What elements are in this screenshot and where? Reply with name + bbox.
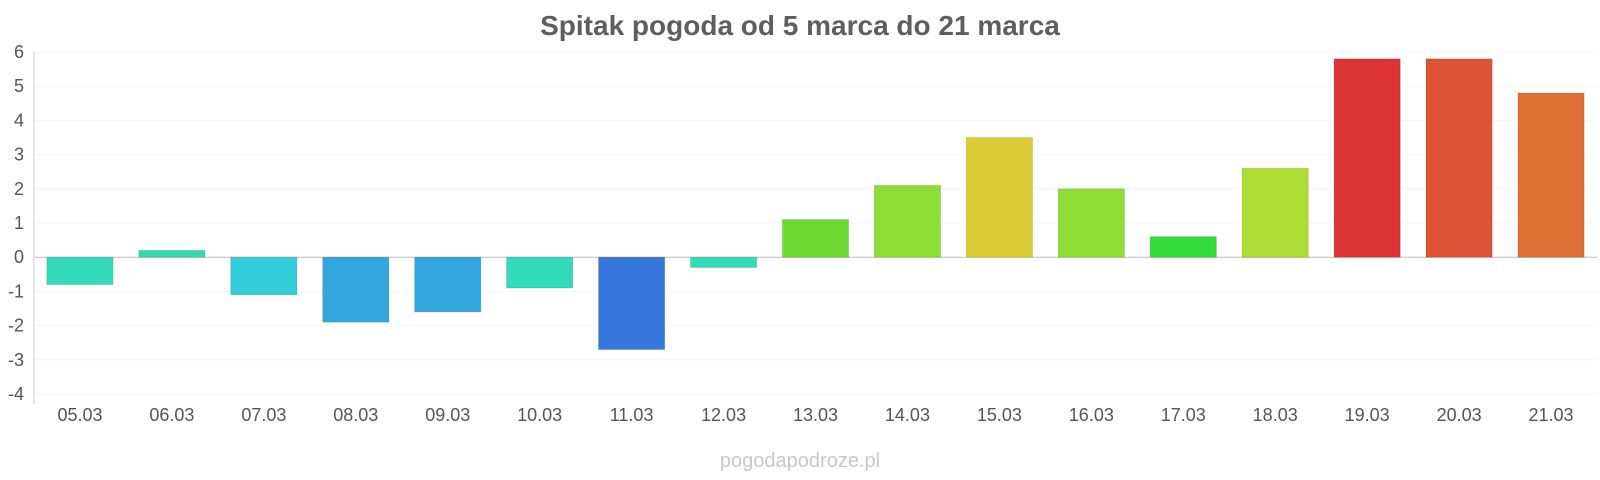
bar-07.03	[230, 256, 298, 296]
x-tick-label: 12.03	[701, 405, 746, 425]
bar-15.03	[965, 137, 1033, 258]
bar-17.03	[1149, 236, 1217, 258]
y-tick-label: 6	[14, 42, 24, 62]
x-tick-label: 08.03	[333, 405, 378, 425]
bar-09.03	[414, 256, 482, 313]
y-tick-label: 4	[14, 110, 24, 130]
bar-14.03	[873, 184, 942, 258]
x-tick-label: 20.03	[1437, 405, 1482, 425]
x-tick-label: 09.03	[425, 405, 470, 425]
x-tick-label: 21.03	[1529, 405, 1574, 425]
y-tick-label: 2	[14, 179, 24, 199]
x-tick-label: 11.03	[610, 405, 654, 425]
y-tick-label: -4	[8, 384, 24, 404]
y-tick-label: -2	[8, 316, 24, 336]
bar-12.03	[689, 256, 758, 268]
x-tick-label: 06.03	[149, 405, 194, 425]
bar-10.03	[506, 256, 574, 289]
y-tick-label: 1	[14, 213, 24, 233]
x-tick-label: 13.03	[793, 405, 838, 425]
bars	[46, 58, 1585, 351]
x-tick-label: 18.03	[1253, 405, 1298, 425]
x-tick-label: 05.03	[57, 405, 102, 425]
y-tick-label: 0	[14, 247, 24, 267]
x-tick-label: 19.03	[1345, 405, 1390, 425]
bar-06.03	[138, 249, 206, 258]
bar-20.03	[1425, 58, 1493, 258]
watermark: pogodapodroze.pl	[719, 450, 881, 472]
bar-08.03	[322, 256, 390, 323]
bar-13.03	[781, 219, 850, 258]
y-tick-label: -1	[8, 281, 24, 301]
bar-16.03	[1057, 188, 1125, 258]
y-tick-label: 5	[14, 76, 24, 96]
y-tick-label: -3	[8, 350, 24, 370]
bar-05.03	[46, 256, 114, 286]
bar-18.03	[1241, 167, 1309, 258]
bar-21.03	[1517, 92, 1585, 258]
chart-title: Spitak pogoda od 5 marca do 21 marca	[540, 10, 1060, 41]
x-tick-labels: 05.03 06.03 07.03 08.03 09.03 10.03 11.03 12.03…	[57, 405, 1573, 425]
x-tick-label: 15.03	[977, 405, 1022, 425]
x-tick-label: 16.03	[1069, 405, 1114, 425]
x-tick-label: 14.03	[885, 405, 930, 425]
bar-11.03	[598, 256, 666, 351]
y-tick-label: 3	[14, 145, 24, 165]
x-tick-label: 10.03	[517, 405, 562, 425]
bar-19.03	[1333, 58, 1401, 258]
x-tick-label: 07.03	[241, 405, 286, 425]
x-tick-label: 17.03	[1161, 405, 1206, 425]
y-tick-labels: -4 -3 -2 -1 0 1 2 3 4 5 6	[8, 42, 24, 404]
